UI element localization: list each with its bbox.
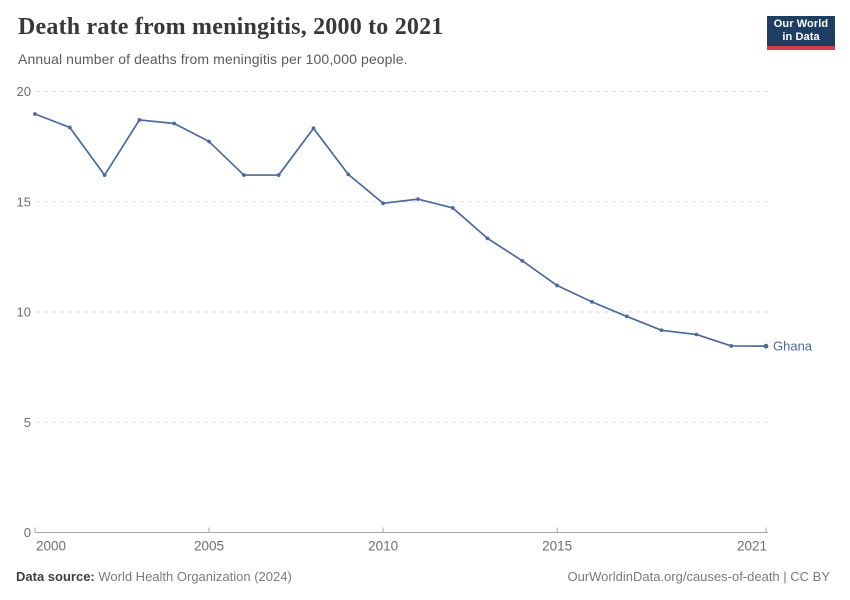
data-point-ghana-2001[interactable] [67,125,72,130]
data-point-ghana-2021[interactable] [763,343,769,349]
x-tick-label-2010: 2010 [368,539,398,554]
data-point-ghana-2012[interactable] [450,206,455,210]
data-point-ghana-2008[interactable] [311,126,316,131]
owid-logo-line2: in Data [782,31,820,43]
series-label-ghana[interactable]: Ghana [773,339,813,354]
owid-logo-line1: Our World [773,17,829,30]
y-tick-label-20: 20 [17,84,31,99]
data-point-ghana-2015[interactable] [555,283,560,288]
data-point-ghana-2009[interactable] [346,172,351,177]
data-point-ghana-2006[interactable] [241,173,246,177]
data-source: Data source: World Health Organization (… [16,569,292,584]
credit-link[interactable]: OurWorldinData.org/causes-of-death | CC … [567,569,830,584]
data-point-ghana-2017[interactable] [624,314,629,319]
data-point-ghana-2007[interactable] [276,173,281,177]
data-point-ghana-2019[interactable] [694,332,699,337]
owid-logo[interactable]: Our World in Data [767,16,835,50]
data-point-ghana-2016[interactable] [590,299,594,304]
x-tick-label-2000: 2000 [36,539,66,554]
owid-logo-box: Our World in Data [767,16,835,46]
owid-logo-red-bar [767,46,835,50]
y-tick-label-0: 0 [24,525,31,540]
data-point-ghana-2003[interactable] [137,118,142,122]
data-source-value: World Health Organization (2024) [94,569,292,584]
y-tick-label-10: 10 [17,305,31,320]
y-tick-label-15: 15 [17,194,31,209]
page-title: Death rate from meningitis, 2000 to 2021 [18,14,444,40]
data-source-label: Data source: [16,569,95,584]
chart-subtitle: Annual number of deaths from meningitis … [18,51,408,67]
y-tick-label-5: 5 [24,415,31,430]
data-point-ghana-2014[interactable] [520,258,525,263]
data-point-ghana-2011[interactable] [416,197,420,202]
data-point-ghana-2005[interactable] [207,139,211,144]
x-tick-label-2015: 2015 [542,539,572,554]
series-line-ghana[interactable] [34,113,767,348]
data-point-ghana-2010[interactable] [381,201,385,206]
data-point-ghana-2000[interactable] [33,112,37,116]
data-point-ghana-2018[interactable] [659,328,664,333]
x-tick-label-2021: 2021 [737,539,767,554]
data-point-ghana-2002[interactable] [102,173,107,177]
data-point-ghana-2013[interactable] [485,236,490,241]
data-point-ghana-2004[interactable] [172,121,177,126]
x-tick-label-2005: 2005 [194,539,224,554]
data-point-ghana-2020[interactable] [729,344,734,348]
